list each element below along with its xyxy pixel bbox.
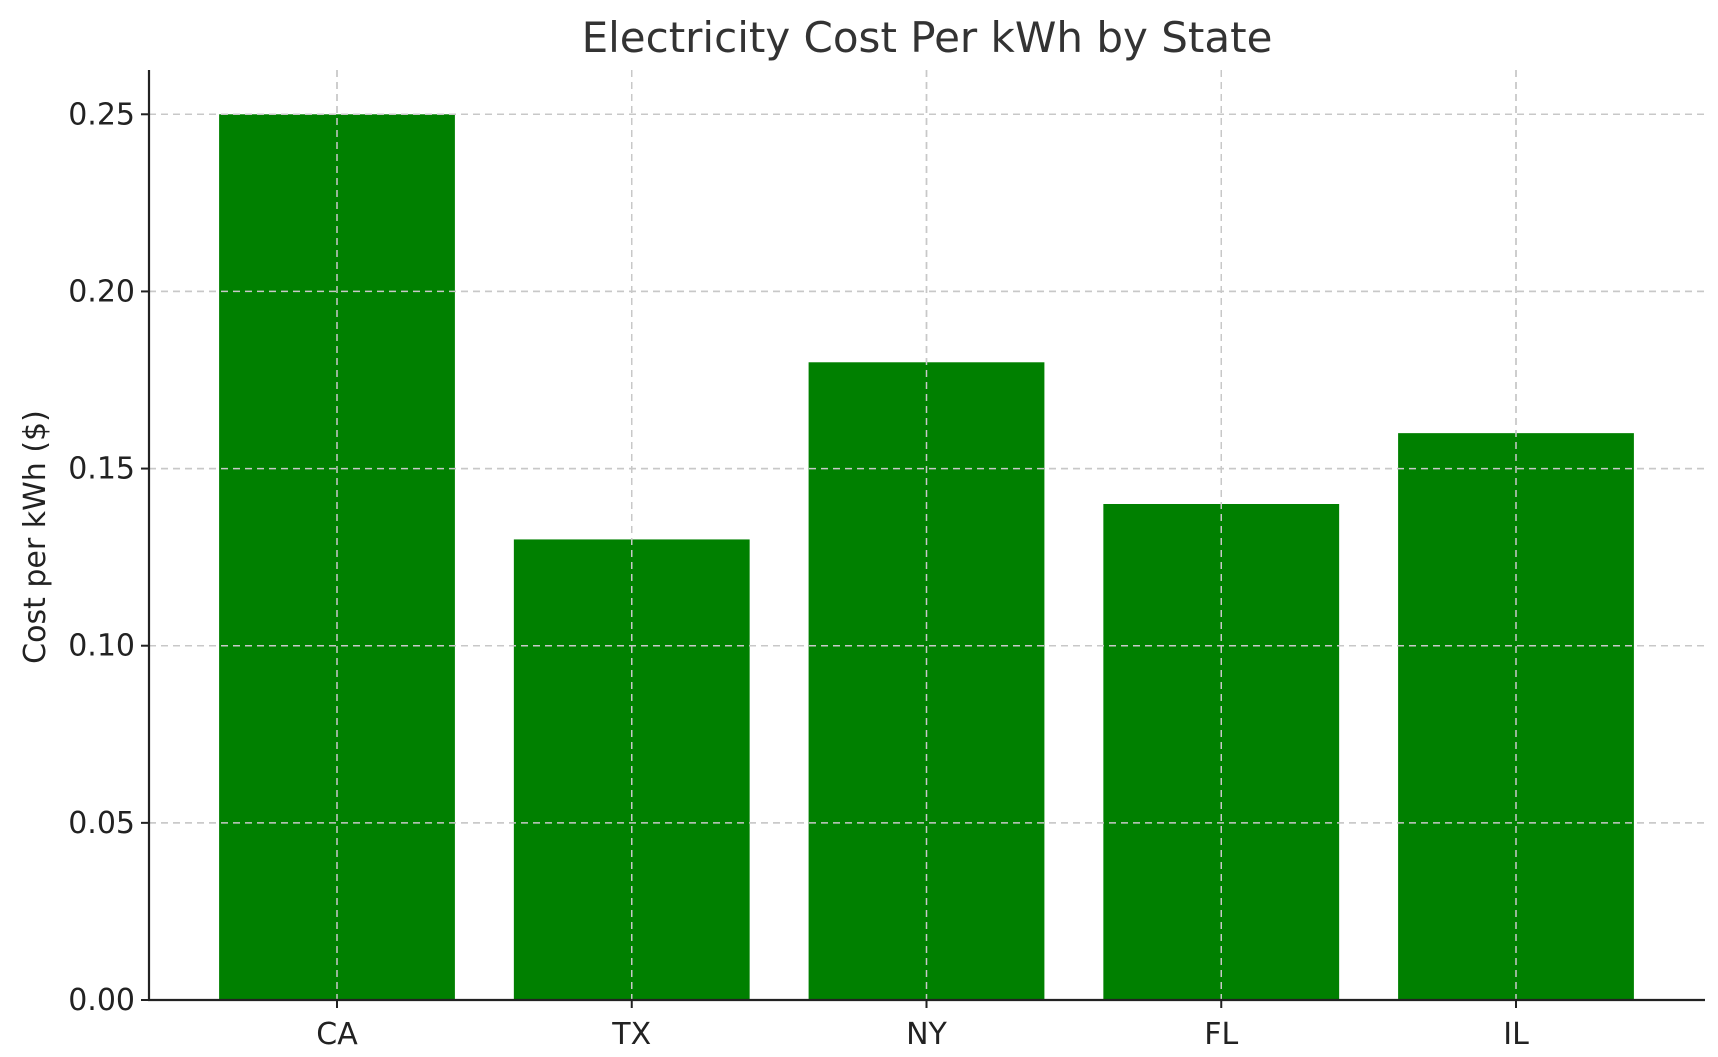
tick-labels: 0.00 0.05 0.10 0.15 0.20 0.25 CA TX NY FL IL [68,97,1529,1052]
y-tick-label: 0.25 [68,97,135,132]
y-tick-label: 0.10 [68,629,135,664]
x-tick-label: TX [611,1017,651,1052]
x-tick-label: NY [906,1017,947,1052]
y-tick-label: 0.00 [68,983,135,1018]
y-tick-label: 0.05 [68,806,135,841]
y-tick-label: 0.15 [68,452,135,487]
chart-title: Electricity Cost Per kWh by State [582,13,1273,62]
y-tick-label: 0.20 [68,274,135,309]
x-tick-label: CA [316,1017,358,1052]
x-tick-label: FL [1204,1017,1238,1052]
y-axis-label: Cost per kWh ($) [18,410,53,664]
x-tick-label: IL [1503,1017,1529,1052]
